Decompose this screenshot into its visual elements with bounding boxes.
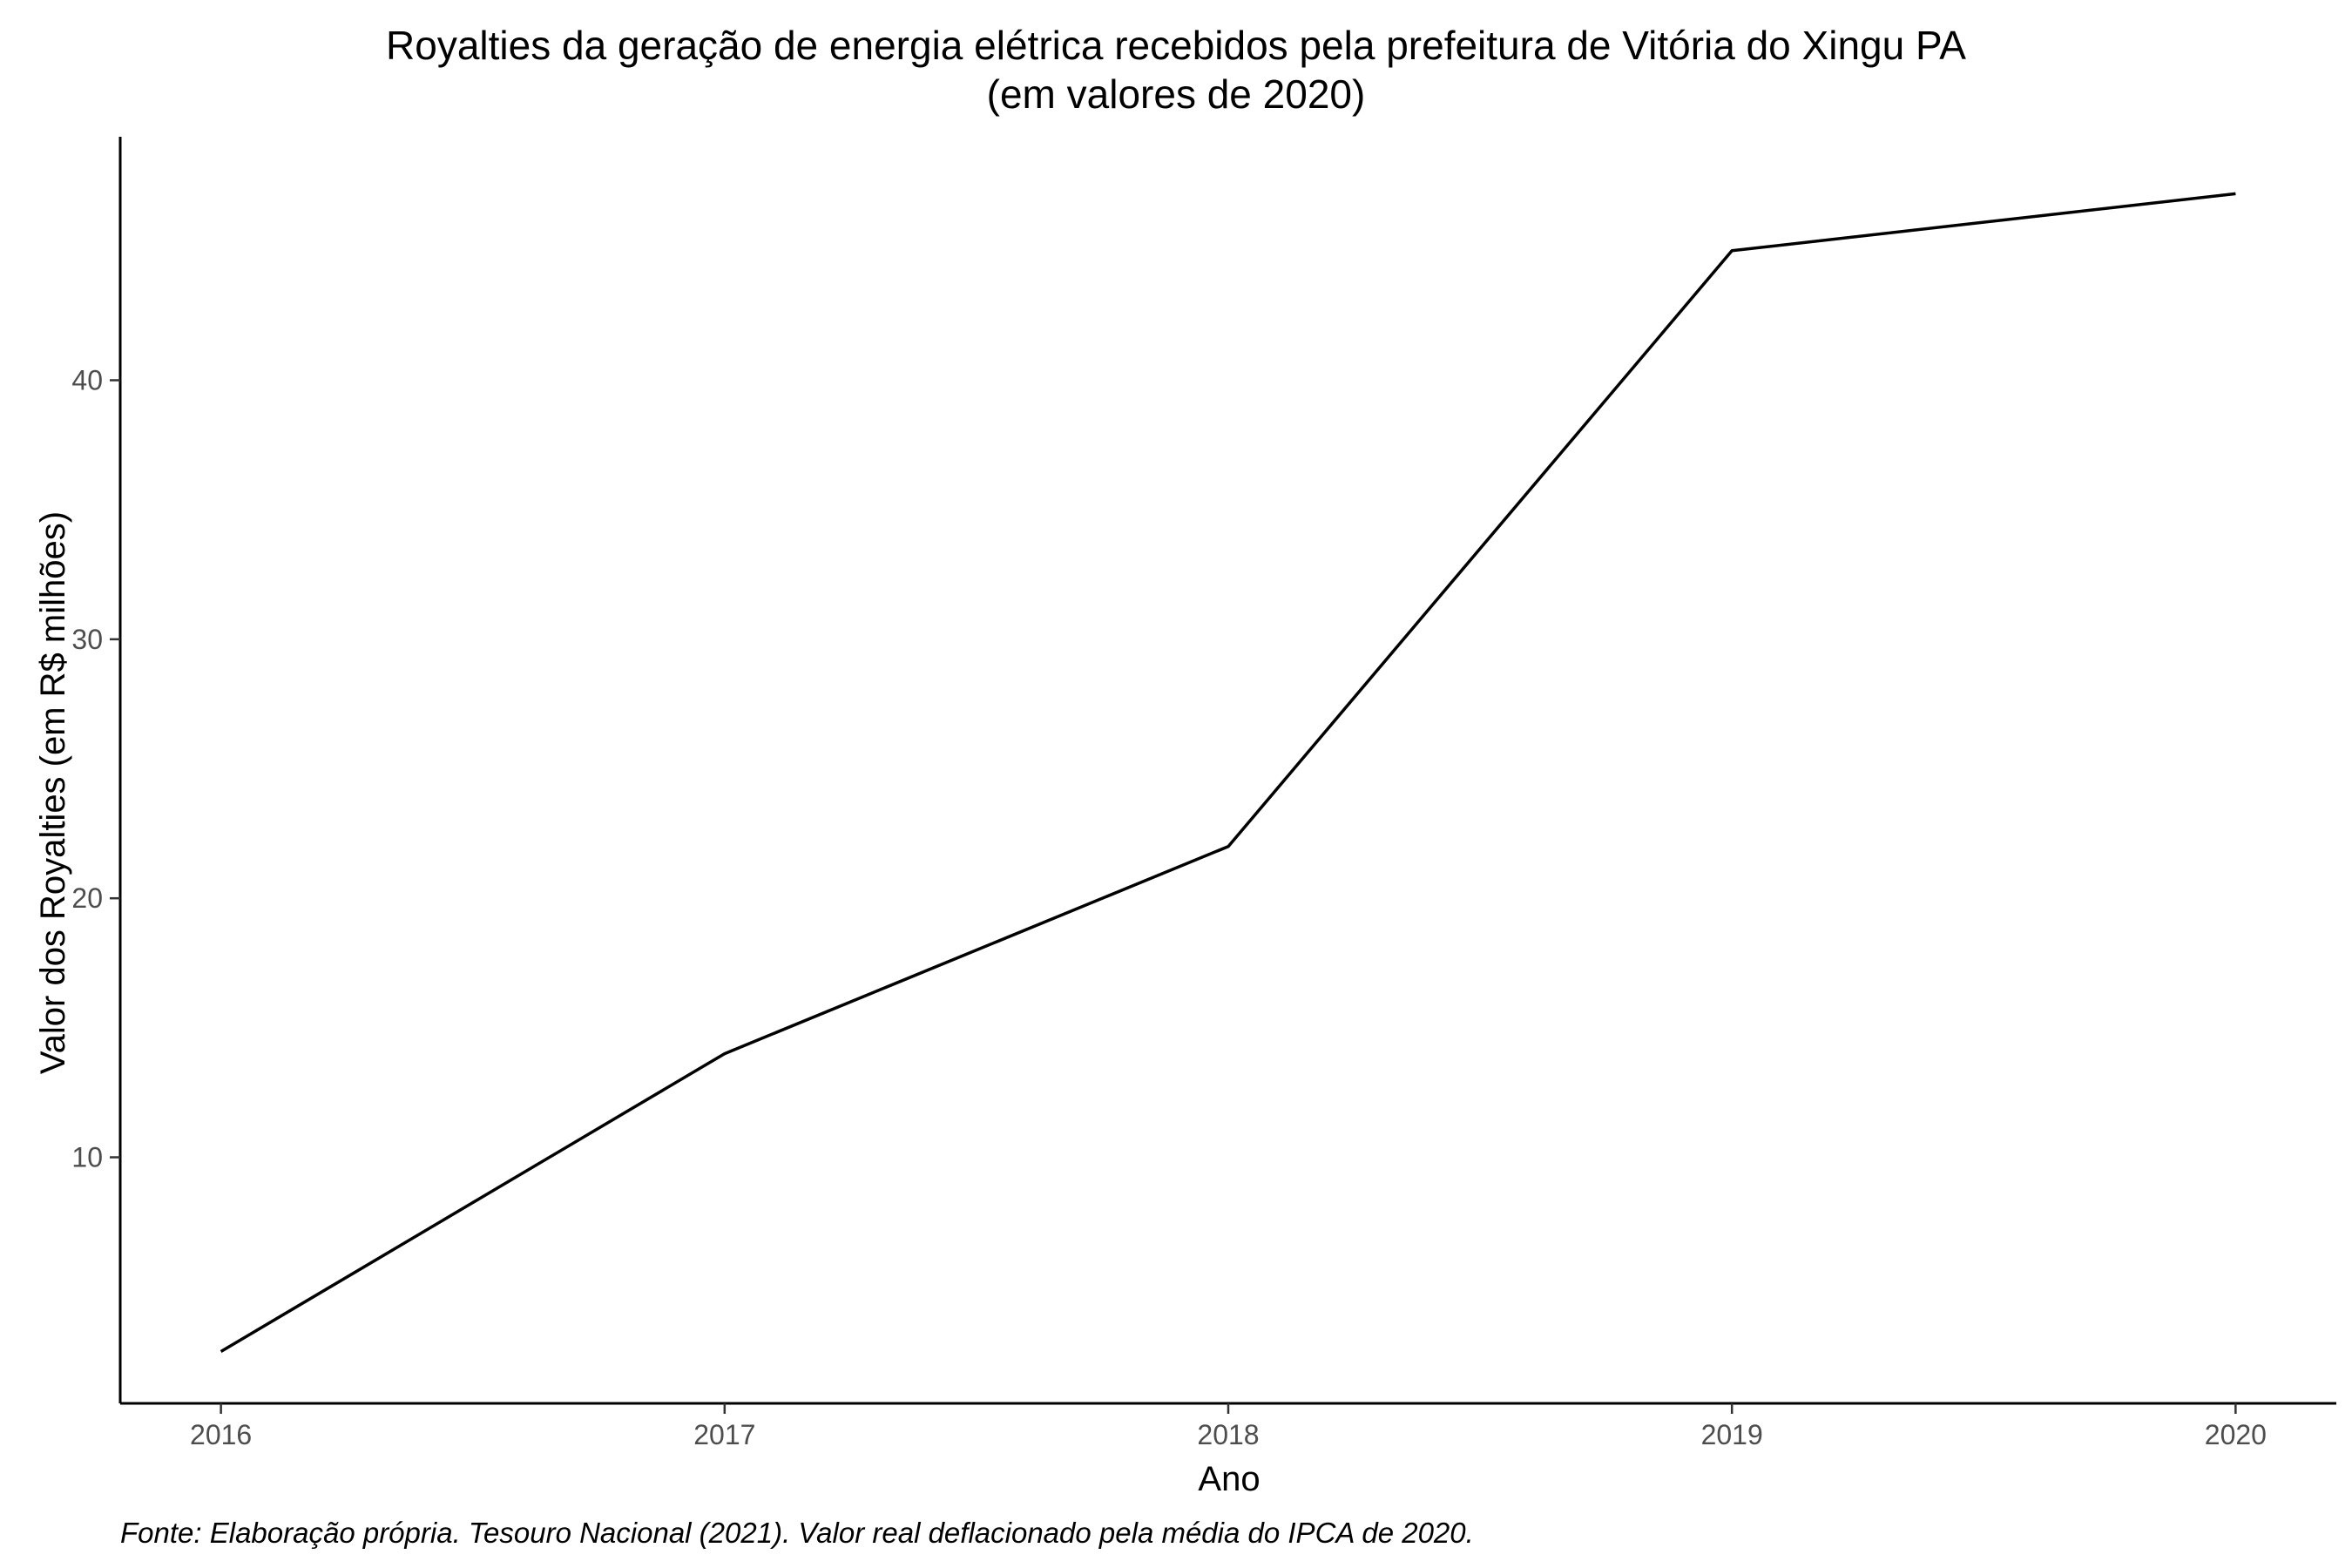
series-line [220,192,2236,1354]
x-axis-title: Ano [1198,1460,1260,1498]
x-tick-label: 2018 [1197,1419,1259,1450]
x-tick-label: 2019 [1701,1419,1763,1450]
chart-caption: Fonte: Elaboração própria. Tesouro Nacio… [120,1517,1474,1549]
series [220,192,2236,1354]
x-tick-label: 2016 [190,1419,252,1450]
y-tick-label: 20 [71,882,103,914]
chart-subtitle: (em valores de 2020) [986,71,1366,117]
y-axis-title: Valor dos Royalties (em R$ milhões) [34,510,72,1075]
x-tick-label: 2017 [693,1419,755,1450]
y-tick-label: 10 [71,1142,103,1173]
ticks: 2016 2017 2018 2019 2020 10 20 30 40 [71,365,2267,1450]
chart-title: Royalties da geração de energia elétrica… [386,23,1966,68]
y-tick-label: 40 [71,365,103,396]
x-tick-label: 2020 [2205,1419,2267,1450]
y-tick-label: 30 [71,624,103,655]
